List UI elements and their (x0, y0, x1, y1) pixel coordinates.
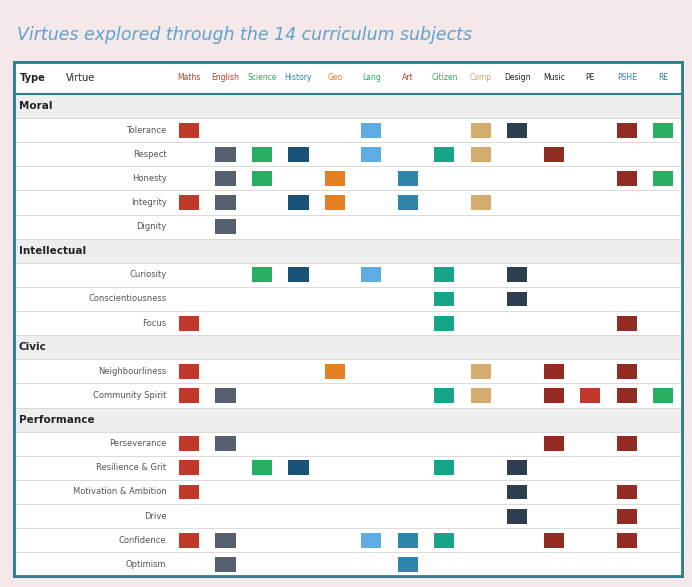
Text: Virtue: Virtue (66, 73, 95, 83)
Text: Resilience & Grit: Resilience & Grit (96, 463, 167, 473)
Text: Optimism: Optimism (126, 560, 167, 569)
Text: Dignity: Dignity (136, 222, 167, 231)
Text: PE: PE (585, 73, 595, 82)
Text: Civic: Civic (19, 342, 46, 352)
Text: Neighbourliness: Neighbourliness (98, 367, 167, 376)
Text: Geo: Geo (327, 73, 343, 82)
Text: Design: Design (504, 73, 531, 82)
Text: History: History (284, 73, 312, 82)
Text: Respect: Respect (133, 150, 167, 158)
Text: Comp: Comp (470, 73, 492, 82)
Text: Music: Music (543, 73, 565, 82)
Text: RE: RE (658, 73, 668, 82)
Text: Type: Type (19, 73, 45, 83)
Text: Integrity: Integrity (131, 198, 167, 207)
Text: Art: Art (402, 73, 414, 82)
Text: Moral: Moral (19, 101, 52, 111)
Text: PSHE: PSHE (617, 73, 637, 82)
Text: English: English (212, 73, 239, 82)
Text: Focus: Focus (143, 319, 167, 328)
Text: Motivation & Ambition: Motivation & Ambition (73, 487, 167, 497)
Text: Intellectual: Intellectual (19, 246, 86, 256)
Text: Confidence: Confidence (119, 536, 167, 545)
Text: Drive: Drive (144, 512, 167, 521)
Text: Performance: Performance (19, 414, 94, 424)
Text: Perseverance: Perseverance (109, 439, 167, 448)
Text: Lang: Lang (362, 73, 381, 82)
Text: Honesty: Honesty (132, 174, 167, 183)
Text: Curiosity: Curiosity (129, 271, 167, 279)
Text: Conscientiousness: Conscientiousness (89, 295, 167, 303)
Text: Virtues explored through the 14 curriculum subjects: Virtues explored through the 14 curricul… (17, 26, 473, 45)
Text: Citizen: Citizen (431, 73, 457, 82)
Text: Maths: Maths (177, 73, 201, 82)
Text: Virtue: Virtue (66, 73, 95, 83)
Text: Science: Science (247, 73, 277, 82)
Text: Tolerance: Tolerance (127, 126, 167, 134)
Text: Community Spirit: Community Spirit (93, 391, 167, 400)
